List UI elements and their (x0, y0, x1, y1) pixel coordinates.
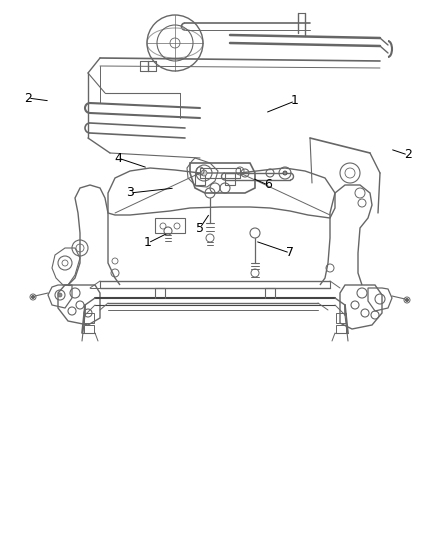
Circle shape (283, 171, 287, 175)
Circle shape (32, 295, 35, 298)
Text: 3: 3 (126, 187, 134, 199)
Text: 6: 6 (264, 179, 272, 191)
Text: 5: 5 (196, 222, 204, 235)
Text: 7: 7 (286, 246, 294, 260)
Text: 2: 2 (24, 92, 32, 104)
Circle shape (406, 298, 409, 302)
Text: 2: 2 (404, 149, 412, 161)
Circle shape (201, 170, 207, 176)
Circle shape (58, 293, 62, 297)
Text: 1: 1 (144, 237, 152, 249)
Text: 1: 1 (291, 94, 299, 108)
Text: 4: 4 (114, 151, 122, 165)
